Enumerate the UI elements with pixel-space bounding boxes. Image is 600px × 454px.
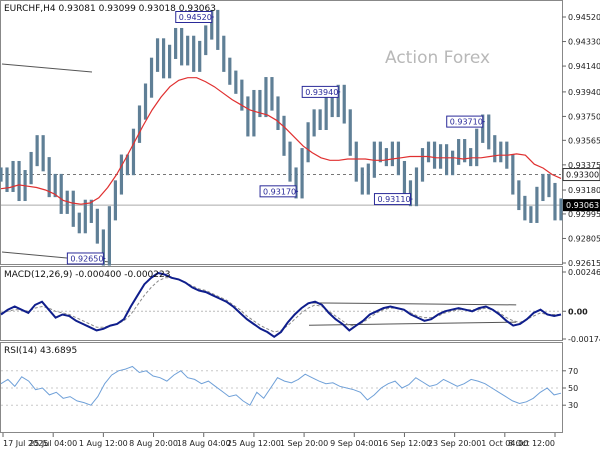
current-price-label: 0.93063 [566,201,599,210]
macd-trendline [308,302,517,306]
macd-panel-header: MACD(12,26,9) -0.000400 -0.000223 [4,270,170,280]
macd-main-line [0,271,562,339]
price-y-tick-label: 0.93565 [568,136,600,145]
x-tick-label: 8 Aug 20:00 [129,439,178,448]
watermark: Action Forex [385,48,490,68]
callout-label: 0.93170 [263,187,296,196]
callout-label: 0.94520 [179,13,212,22]
current-price-box: 0.93063 [563,199,600,212]
rsi-panel-header: RSI(14) 43.6895 [4,346,77,356]
moving-average-series [0,77,562,205]
x-tick-label: 17 Jul 2025 [3,439,48,448]
level-box-frame [562,168,600,182]
price-callout: 0.93170 [259,185,299,198]
price-y-tick-label: 0.93940 [568,88,600,97]
x-tick-label: 1 Oct 04:00 [481,439,528,448]
rsi-y-tick-label: 30 [568,401,578,410]
price-callout: 0.94520 [175,11,214,23]
macd-y-tick-label: 0.00 [568,307,588,316]
rsi-series [0,365,562,406]
macd-series [0,271,562,339]
price-panel-frame [0,0,563,265]
price-y-tick-label: 0.94140 [568,62,600,71]
channel-upper-line [1,63,93,73]
x-tick-label: 16 Sep 12:00 [378,439,431,448]
rsi-line [0,365,562,406]
price-y-tick-label: 0.92805 [568,234,600,243]
price-callout: 0.92650 [66,252,106,265]
x-tick-label: 18 Aug 04:00 [177,439,231,448]
callout-label: 0.92650 [70,254,103,263]
callout-label: 0.93710 [450,118,483,127]
price-y-tick-label: 0.93750 [568,112,600,121]
price-callout: 0.93940 [301,85,341,98]
grid-layer [1,174,561,406]
x-tick-label: 8 Oct 12:00 [508,439,555,448]
macd-y-tick-label: 0.002463 [568,268,600,277]
price-y-tick-label: 0.94330 [568,38,600,47]
current-price-box-bg [563,199,600,212]
rsi-y-tick-label: 50 [568,384,578,393]
price-callouts: 0.94520 0.93940 0.93710 0.93170 0.93110 0.926… [66,11,485,265]
callout-label: 0.93940 [305,88,338,97]
axis-labels: 0.92615 0.92805 0.92995 0.93180 0.93375 0.935… [2,13,600,448]
price-y-tick-label: 0.92615 [568,259,600,268]
level-box: 0.93300 [562,168,600,182]
price-y-tick-label: 0.93180 [568,186,600,195]
x-tick-label: 9 Sep 04:00 [330,439,378,448]
rsi-y-tick-label: 70 [568,367,578,376]
price-callout: 0.93710 [446,115,485,128]
x-tick-label: 1 Aug 12:00 [79,439,128,448]
price-callout: 0.93110 [373,193,413,206]
x-tick-label: 23 Sep 20:00 [428,439,481,448]
moving-average-line [0,77,562,205]
x-tick-label: 25 Jul 04:00 [29,439,77,448]
price-y-tick-label: 0.92995 [568,210,600,219]
price-y-tick-label: 0.94520 [568,13,600,22]
price-panel-header: EURCHF,H4 0.93081 0.93099 0.93018 0.9306… [4,4,216,14]
x-tick-label: 1 Sep 20:00 [280,439,328,448]
level-box-label: 0.93300 [566,171,599,180]
macd-y-tick-label: -0.00174 [568,335,600,344]
x-tick-label: 25 Aug 12:00 [227,439,281,448]
callout-label: 0.93110 [377,195,410,204]
price-y-tick-label: 0.93375 [568,161,600,170]
